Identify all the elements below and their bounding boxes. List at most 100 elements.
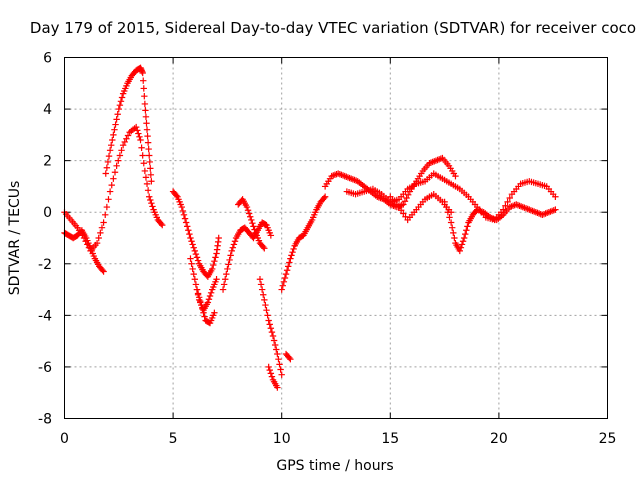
y-axis-label: SDTVAR / TECUs bbox=[7, 181, 23, 296]
data-point-plus bbox=[99, 267, 106, 274]
data-point-plus bbox=[135, 130, 142, 137]
data-point-plus bbox=[213, 276, 220, 283]
data-point-plus bbox=[403, 194, 410, 202]
data-point-plus bbox=[110, 131, 117, 139]
data-point-plus bbox=[187, 255, 194, 262]
x-axis-label: GPS time / hours bbox=[276, 458, 393, 474]
data-point-plus bbox=[198, 301, 205, 309]
data-point-plus bbox=[266, 366, 273, 374]
series-track bbox=[278, 193, 329, 293]
series-track bbox=[387, 190, 455, 224]
data-point-plus bbox=[447, 209, 455, 216]
data-point-plus bbox=[147, 165, 154, 172]
data-point-plus bbox=[147, 171, 155, 179]
y-tick-label: -2 bbox=[38, 257, 52, 273]
data-point-plus bbox=[504, 198, 511, 206]
data-point-plus bbox=[144, 139, 152, 146]
data-point-plus bbox=[143, 120, 150, 127]
data-point-plus bbox=[114, 111, 121, 118]
data-point-plus bbox=[211, 258, 218, 265]
data-point-plus bbox=[115, 157, 122, 164]
data-point-plus bbox=[243, 203, 251, 211]
data-point-plus bbox=[265, 317, 272, 324]
data-point-plus bbox=[400, 210, 407, 217]
data-point-plus bbox=[108, 181, 115, 189]
data-point-plus bbox=[456, 247, 464, 255]
data-point-plus bbox=[186, 230, 193, 238]
data-point-plus bbox=[268, 373, 276, 380]
data-point-plus bbox=[230, 241, 238, 248]
data-point-plus bbox=[201, 313, 208, 320]
data-point-plus bbox=[215, 234, 222, 242]
data-point-plus bbox=[116, 102, 124, 109]
data-point-plus bbox=[260, 291, 267, 298]
data-point-plus bbox=[262, 301, 269, 309]
data-point-plus bbox=[118, 147, 125, 154]
data-point-plus bbox=[146, 158, 153, 166]
data-point-plus bbox=[251, 226, 258, 233]
data-point-plus bbox=[192, 250, 200, 258]
data-point-plus bbox=[263, 307, 270, 314]
data-point-plus bbox=[189, 265, 196, 273]
series-track bbox=[61, 123, 166, 255]
data-point-plus bbox=[105, 196, 112, 203]
data-point-plus bbox=[286, 259, 293, 266]
data-point-plus bbox=[287, 255, 294, 262]
data-point-plus bbox=[149, 203, 156, 210]
data-point-plus bbox=[256, 276, 264, 283]
y-tick-label: 4 bbox=[43, 102, 52, 118]
y-tick-label: -6 bbox=[38, 360, 52, 376]
data-point-plus bbox=[261, 296, 268, 304]
data-point-plus bbox=[146, 152, 153, 159]
series-track bbox=[102, 64, 155, 185]
data-point-plus bbox=[206, 292, 214, 300]
data-point-plus bbox=[105, 152, 113, 160]
data-point-plus bbox=[451, 234, 458, 242]
axis-ticks bbox=[64, 57, 608, 419]
data-point-plus bbox=[210, 261, 217, 269]
data-point-plus bbox=[137, 136, 144, 144]
data-point-plus bbox=[191, 276, 199, 283]
data-point-plus bbox=[506, 194, 513, 202]
data-point-plus bbox=[211, 309, 218, 316]
data-point-plus bbox=[139, 69, 146, 77]
data-point-plus bbox=[502, 202, 509, 209]
data-point-plus bbox=[189, 241, 196, 248]
data-point-plus bbox=[141, 92, 148, 100]
data-point-plus bbox=[405, 191, 412, 199]
data-point-plus bbox=[134, 127, 141, 134]
data-point-plus bbox=[119, 141, 127, 149]
data-point-plus bbox=[185, 227, 192, 234]
data-point-plus bbox=[111, 126, 118, 133]
data-point-plus bbox=[258, 286, 266, 293]
data-point-plus bbox=[145, 145, 152, 153]
data-point-plus bbox=[139, 152, 146, 159]
data-point-plus bbox=[187, 234, 194, 242]
x-tick-labels: 0 5 10 15 20 25 bbox=[60, 431, 616, 447]
data-point-plus bbox=[100, 268, 107, 275]
data-point-plus bbox=[113, 162, 120, 169]
y-tick-label: -4 bbox=[38, 308, 52, 324]
data-point-plus bbox=[142, 174, 150, 181]
data-point-plus bbox=[279, 282, 286, 289]
data-point-plus bbox=[288, 252, 295, 259]
data-point-plus bbox=[193, 286, 201, 293]
data-point-plus bbox=[146, 193, 153, 200]
series-track bbox=[265, 363, 281, 391]
data-point-plus bbox=[111, 169, 119, 176]
data-point-plus bbox=[257, 281, 265, 288]
series-track bbox=[169, 188, 222, 280]
data-point-plus bbox=[274, 350, 281, 358]
data-point-plus bbox=[106, 188, 114, 195]
data-point-plus bbox=[148, 178, 155, 185]
y-tick-label: 6 bbox=[43, 51, 52, 67]
series-track bbox=[441, 198, 559, 255]
data-point-plus bbox=[173, 192, 180, 199]
data-point-plus bbox=[118, 94, 126, 101]
data-point-plus bbox=[208, 265, 216, 273]
data-point-plus bbox=[205, 296, 213, 303]
x-tick-label: 15 bbox=[381, 431, 399, 447]
data-point-plus bbox=[260, 243, 267, 251]
data-point-plus bbox=[148, 199, 155, 207]
data-point-plus bbox=[223, 270, 230, 278]
